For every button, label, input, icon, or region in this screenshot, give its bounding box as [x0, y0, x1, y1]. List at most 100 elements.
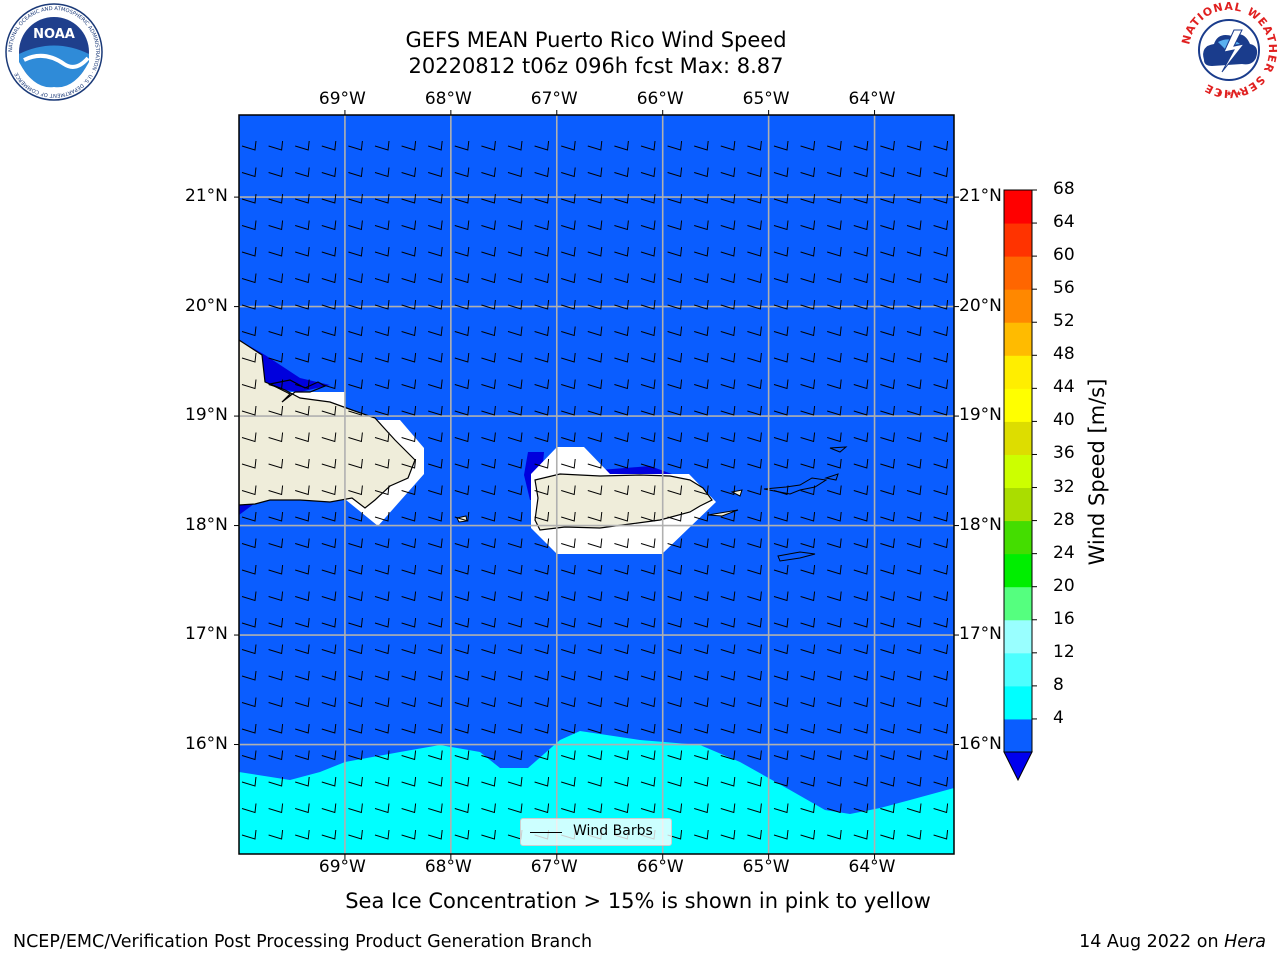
- wind-barb: [561, 538, 576, 549]
- wind-barb: [507, 246, 523, 257]
- wind-barb: [640, 432, 656, 443]
- wind-barb: [481, 591, 496, 602]
- wind-barb: [241, 273, 257, 284]
- lon-label: 66°W: [636, 89, 684, 109]
- colorbar-segment: [1004, 289, 1032, 323]
- wind-barb: [268, 644, 284, 655]
- wind-barb: [720, 432, 736, 443]
- wind-barb: [587, 591, 603, 602]
- wind-barb: [747, 193, 762, 204]
- legend-line: [530, 832, 562, 833]
- wind-barb: [295, 538, 310, 549]
- lon-label: 68°W: [424, 857, 472, 877]
- wind-barb: [401, 750, 417, 761]
- wind-barb: [295, 591, 310, 602]
- wind-barb: [481, 458, 496, 469]
- wind-barb: [800, 776, 816, 787]
- wind-barb: [507, 379, 523, 390]
- wind-barb: [401, 670, 417, 681]
- wind-barb: [614, 564, 629, 575]
- wind-barb: [241, 220, 257, 231]
- wind-barb: [348, 326, 363, 337]
- wind-barb: [720, 193, 736, 204]
- map-legend: Wind Barbs: [520, 818, 672, 846]
- wind-barb: [853, 750, 869, 761]
- wind-barb: [401, 591, 417, 602]
- wind-barb: [428, 803, 443, 814]
- wind-barb: [268, 432, 284, 443]
- wind-barb: [694, 167, 709, 178]
- wind-barb: [481, 723, 496, 734]
- wind-barb: [906, 538, 922, 549]
- wind-barb: [853, 167, 869, 178]
- colorbar-segment: [1004, 718, 1032, 753]
- wind-barb: [561, 511, 576, 522]
- wind-barb: [667, 299, 683, 310]
- wind-barb: [428, 723, 443, 734]
- wind-barb: [720, 379, 736, 390]
- colorbar-tick-label: 12: [1053, 641, 1075, 662]
- wind-barb: [933, 697, 949, 708]
- wind-barb: [295, 352, 310, 363]
- wind-barb: [401, 511, 417, 522]
- footer-date: 14 Aug 2022 on Hera: [1079, 932, 1266, 952]
- wind-barb: [268, 617, 284, 628]
- wind-barb: [241, 432, 257, 443]
- wind-barb: [481, 538, 496, 549]
- colorbar-segment: [1004, 487, 1032, 522]
- wind-barb: [800, 829, 816, 840]
- wind-barb: [348, 220, 363, 231]
- wind-barb: [374, 750, 390, 761]
- wind-barb: [853, 326, 869, 337]
- wind-barb: [321, 246, 337, 257]
- wind-barb: [933, 352, 949, 363]
- wind-barb: [773, 405, 789, 416]
- wind-barb: [587, 193, 603, 204]
- chart-subtitle: 20220812 t06z 096h fcst Max: 8.87: [408, 54, 784, 78]
- wind-barb: [534, 591, 550, 602]
- wind-barb: [614, 591, 629, 602]
- wind-barb: [507, 564, 523, 575]
- wind-barb: [268, 485, 284, 496]
- wind-barb: [348, 379, 363, 390]
- wind-barb: [720, 220, 736, 231]
- wind-barb: [800, 193, 816, 204]
- wind-barb: [454, 405, 470, 416]
- wind-barb: [374, 458, 390, 469]
- wind-barb: [374, 670, 390, 681]
- wind-barb: [374, 432, 390, 443]
- wind-barb: [321, 220, 337, 231]
- wind-barb: [933, 829, 949, 840]
- wind-barb: [933, 670, 949, 681]
- wind-barb: [720, 803, 736, 814]
- wind-barb: [800, 167, 816, 178]
- wind-barb: [614, 246, 629, 257]
- wind-barb: [773, 352, 789, 363]
- wind-barb: [428, 829, 443, 840]
- wind-barb: [401, 379, 417, 390]
- wind-barb: [401, 644, 417, 655]
- wind-barb: [773, 511, 789, 522]
- wind-barb: [454, 220, 470, 231]
- wind-barb: [773, 193, 789, 204]
- wind-barb: [880, 193, 895, 204]
- lon-label: 69°W: [318, 89, 366, 109]
- wind-barb: [374, 246, 390, 257]
- colorbar-tick-label: 56: [1053, 278, 1075, 299]
- wind-barb: [614, 273, 629, 284]
- wind-barb: [401, 193, 417, 204]
- wind-barb: [348, 485, 363, 496]
- wind-barb: [933, 458, 949, 469]
- wind-barb: [720, 564, 736, 575]
- wind-barb: [853, 644, 869, 655]
- lat-label: 21°N: [959, 186, 1002, 207]
- wind-barb: [374, 564, 390, 575]
- wind-barb: [906, 405, 922, 416]
- wind-barb: [454, 140, 470, 151]
- wind-barb: [694, 564, 709, 575]
- wind-barb: [800, 485, 816, 496]
- wind-barb: [933, 405, 949, 416]
- wind-barb: [481, 405, 496, 416]
- colorbar-tick-label: 20: [1053, 575, 1075, 596]
- wind-barb: [667, 750, 683, 761]
